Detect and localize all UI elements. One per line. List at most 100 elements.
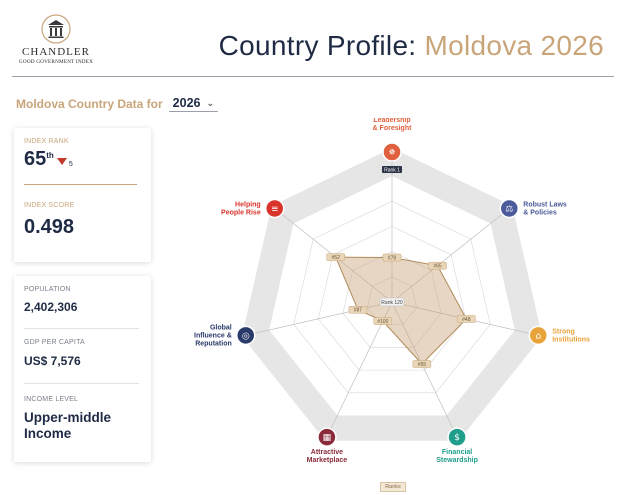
ladder-icon: [264, 198, 285, 219]
income-value: Upper-middle Income: [24, 410, 112, 441]
radar-grid-ring: [293, 200, 491, 394]
radar-axis-line: [391, 301, 458, 438]
index-rank-suffix: th: [46, 151, 54, 160]
rank-label: #100: [377, 319, 388, 325]
pillar-leadership-foresight: ✵ Leadership& Foresight: [373, 118, 413, 162]
pillar-label: Strong: [552, 328, 575, 335]
rank-pill: #48: [457, 315, 476, 323]
rank-pill-bg: [348, 306, 368, 314]
brand-name: CHANDLER: [22, 46, 90, 58]
center-rank-label: Rank 120: [381, 300, 403, 306]
index-score-label: INDEX SCORE: [24, 202, 75, 209]
pillar-label: Stewardship: [436, 457, 478, 464]
radar-chart: #78 #65 #48 #55 #100 #87 #52 Rank 120 Rank 1 ✵ Lea…: [194, 118, 590, 464]
rank-pill-bg: [412, 360, 432, 368]
radar-grid-ring: [342, 251, 442, 348]
card-divider: [24, 184, 137, 185]
pillar-label: & Foresight: [373, 125, 413, 132]
pillar-label: Institutions: [552, 336, 590, 343]
pillar-label: & Policies: [523, 209, 557, 216]
population-label: POPULATION: [24, 286, 71, 293]
pillar-label: Global: [210, 324, 232, 331]
page-title: Country Profile: Moldova 2026: [219, 30, 604, 62]
radar-grid-ring: [367, 276, 417, 326]
pillar-label: Marketplace: [307, 457, 348, 464]
pillar-label: Attractive: [311, 449, 343, 456]
lightbulb-icon: [382, 142, 402, 162]
max-rank-pill: Rank 1: [382, 166, 402, 174]
ranks-legend-button[interactable]: Ranks: [380, 482, 406, 492]
pillar-label: Financial: [442, 449, 472, 456]
rank-label: #52: [332, 255, 341, 261]
max-pill-bg: [382, 166, 402, 173]
rank-pill: #100: [373, 317, 393, 325]
columns-icon: [41, 14, 71, 44]
rank-pill-bg: [382, 253, 402, 262]
institution-icon: [528, 325, 548, 346]
rank-pill: #78: [382, 253, 402, 262]
rank-label: #65: [433, 263, 442, 269]
marketplace-icon: [317, 427, 337, 447]
rank-change-value: 5: [68, 161, 73, 168]
radar-axis-line: [245, 301, 393, 336]
rank-label: #78: [388, 255, 397, 261]
pillar-label: Robust Laws: [523, 201, 567, 208]
page-title-country: Moldova 2026: [424, 30, 604, 61]
rank-pill: #87: [348, 306, 368, 314]
pillar-robust-laws-policies: ⚖ Robust Laws& Policies: [499, 198, 567, 219]
year-value: 2026: [172, 96, 201, 110]
radar-axis-line: [391, 208, 510, 303]
income-label: INCOME LEVEL: [24, 396, 79, 403]
country-profile-card: POPULATION 2,402,306 GDP PER CAPITA US$ …: [14, 276, 151, 462]
year-dropdown[interactable]: 2026 ⌄: [168, 96, 219, 112]
rank-down-arrow-icon: [56, 158, 67, 165]
index-rank-label: INDEX RANK: [24, 138, 69, 145]
brand-logo: CHANDLER GOOD GOVERNMENT INDEX: [14, 14, 98, 65]
country-data-label: Moldova Country Data for: [16, 97, 163, 111]
pillar-label: Reputation: [195, 340, 232, 347]
index-rank-value: 65: [24, 148, 47, 170]
pillar-label: Leadership: [373, 118, 410, 124]
radar-grid-ring: [317, 226, 467, 371]
brand-subtitle: GOOD GOVERNMENT INDEX: [18, 59, 94, 65]
rank-pill: #55: [412, 360, 432, 368]
rank-label: #55: [418, 362, 427, 368]
money-icon: [447, 427, 467, 447]
radar-data-polygon: [334, 256, 467, 365]
header-divider: [12, 76, 614, 77]
rank-pill: #52: [326, 253, 345, 261]
rank-label: #48: [462, 317, 471, 323]
gdp-label: GDP PER CAPITA: [24, 339, 85, 346]
rank-pill-bg: [326, 253, 345, 261]
index-score-value: 0.498: [24, 216, 75, 238]
scales-icon: [499, 198, 520, 219]
gdp-value: US$ 7,576: [24, 354, 81, 368]
rank-pill: #65: [428, 261, 447, 269]
center-pill-bg: [379, 297, 405, 307]
card-divider: [24, 383, 139, 384]
page-title-prefix: Country Profile:: [218, 30, 425, 61]
rank-label: #87: [354, 308, 363, 314]
rank-pill-bg: [373, 317, 393, 325]
population-value: 2,402,306: [24, 300, 78, 314]
pillar-label: Influence &: [194, 332, 232, 339]
rank-pill-bg: [457, 315, 476, 323]
card-divider: [24, 328, 139, 329]
index-summary-card: INDEX RANK 65 th 5 INDEX SCORE 0.498: [14, 128, 151, 262]
chevron-down-icon: ⌄: [206, 97, 215, 108]
ladder-icon-glyph: ≡: [271, 204, 279, 214]
lightbulb-icon-glyph: ✵: [388, 148, 396, 158]
index-rank: 65 th 5: [24, 148, 73, 171]
institution-icon-glyph: ⌂: [535, 331, 541, 341]
money-icon-glyph: $: [454, 433, 460, 443]
pillar-label: People Rise: [221, 209, 261, 216]
center-rank-pill: Rank 120: [379, 297, 405, 307]
pillar-label: Helping: [235, 201, 261, 208]
globe-icon-glyph: ◎: [242, 331, 250, 341]
scales-icon-glyph: ⚖: [505, 204, 513, 214]
max-rank-label: Rank 1: [384, 168, 400, 174]
